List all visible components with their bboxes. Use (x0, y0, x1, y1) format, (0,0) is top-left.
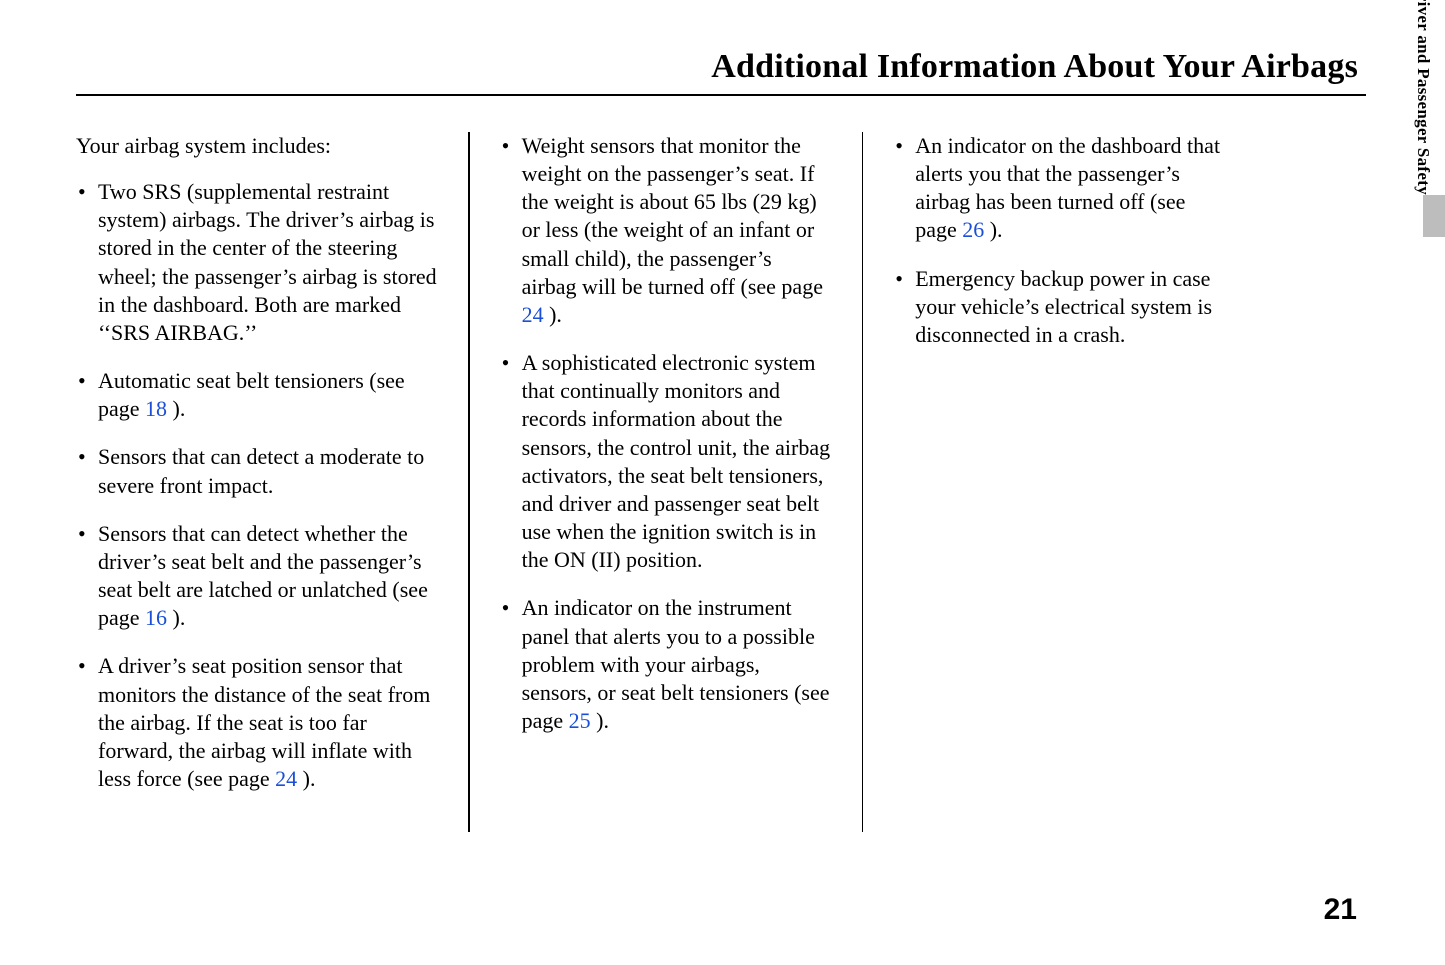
page-ref-link[interactable]: 24 (275, 766, 297, 791)
manual-page: Additional Information About Your Airbag… (76, 48, 1366, 832)
item-text-post: ). (167, 605, 185, 630)
column-3: An indicator on the dashboard that alert… (863, 132, 1255, 369)
page-ref-link[interactable]: 25 (569, 708, 591, 733)
list-item: Weight sensors that monitor the weight o… (500, 132, 832, 329)
section-tab-label: Driver and Passenger Safety (1413, 0, 1433, 195)
list-item: Two SRS (supplemental restraint system) … (76, 178, 438, 347)
list-item: A driver’s seat position sensor that mon… (76, 652, 438, 793)
item-text-post: ). (591, 708, 609, 733)
intro-text: Your airbag system includes: (76, 132, 438, 160)
item-text: A sophisticated electronic system that c… (522, 350, 831, 572)
bullet-list-1: Two SRS (supplemental restraint system) … (76, 178, 438, 793)
list-item: An indicator on the instrument panel tha… (500, 594, 832, 735)
item-text-post: ). (544, 302, 562, 327)
section-tab: Driver and Passenger Safety (1377, 195, 1445, 535)
item-text-pre: An indicator on the dashboard that alert… (915, 133, 1220, 242)
item-text-post: ). (984, 217, 1002, 242)
page-ref-link[interactable]: 26 (962, 217, 984, 242)
page-number: 21 (1324, 893, 1357, 927)
item-text-pre: A driver’s seat position sensor that mon… (98, 653, 430, 791)
list-item: Sensors that can detect a moderate to se… (76, 443, 438, 499)
item-text-post: ). (297, 766, 315, 791)
item-text-post: ). (167, 396, 185, 421)
bullet-list-2: Weight sensors that monitor the weight o… (500, 132, 832, 735)
bullet-list-3: An indicator on the dashboard that alert… (893, 132, 1229, 349)
page-title: Additional Information About Your Airbag… (76, 48, 1366, 86)
section-tab-marker (1423, 195, 1445, 237)
list-item: An indicator on the dashboard that alert… (893, 132, 1229, 245)
column-1: Your airbag system includes: Two SRS (su… (76, 132, 468, 813)
list-item: Automatic seat belt tensioners (see page… (76, 367, 438, 423)
item-text: Two SRS (supplemental restraint system) … (98, 179, 437, 345)
title-block: Additional Information About Your Airbag… (76, 48, 1366, 96)
item-text-pre: Weight sensors that monitor the weight o… (522, 133, 823, 299)
list-item: A sophisticated electronic system that c… (500, 349, 832, 574)
column-2: Weight sensors that monitor the weight o… (470, 132, 862, 755)
columns-container: Your airbag system includes: Two SRS (su… (76, 132, 1366, 832)
page-ref-link[interactable]: 18 (145, 396, 167, 421)
list-item: Emergency backup power in case your vehi… (893, 265, 1229, 349)
list-item: Sensors that can detect whether the driv… (76, 520, 438, 633)
item-text: Sensors that can detect a moderate to se… (98, 444, 424, 497)
item-text: Emergency backup power in case your vehi… (915, 266, 1212, 347)
page-ref-link[interactable]: 16 (145, 605, 167, 630)
page-ref-link[interactable]: 24 (522, 302, 544, 327)
item-text-pre: Automatic seat belt tensioners (see page (98, 368, 405, 421)
